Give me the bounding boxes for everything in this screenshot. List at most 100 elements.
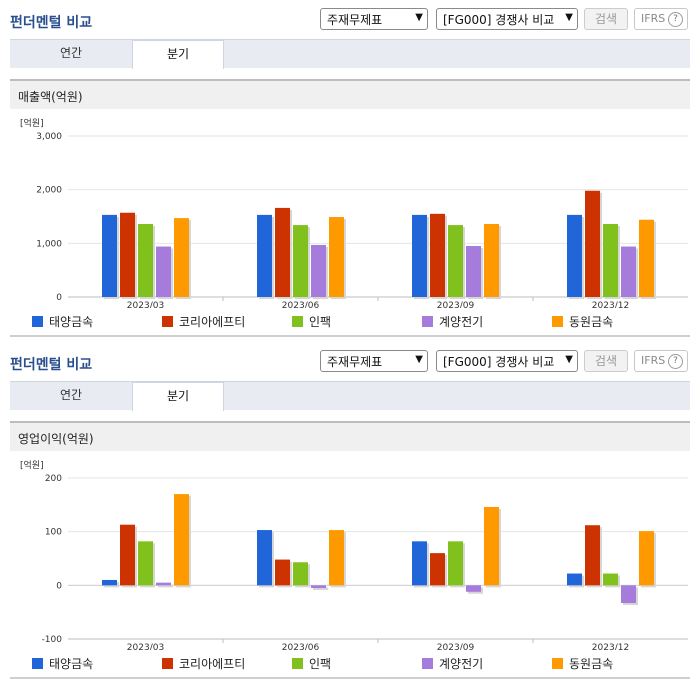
- bar-shadow: [158, 584, 173, 588]
- divider: [10, 677, 690, 679]
- ifrs-label: IFRS: [641, 12, 666, 25]
- bar: [567, 214, 582, 297]
- legend-item[interactable]: 인팩: [292, 655, 331, 672]
- period-tabs: 연간 분기: [10, 381, 690, 411]
- compare-select-value: [FG000] 경쟁사 비교: [443, 355, 555, 369]
- y-tick-label: 3,000: [36, 132, 62, 142]
- panel-header: 펀더멘털 비교 주재무제표 ▼ [FG000] 경쟁사 비교 ▼ 검색 IFRS…: [0, 342, 696, 380]
- legend-item[interactable]: 태양금속: [32, 655, 93, 672]
- bar: [621, 585, 636, 604]
- bar: [329, 530, 344, 586]
- legend-item[interactable]: 인팩: [292, 313, 331, 330]
- bar: [484, 224, 499, 297]
- search-button[interactable]: 검색: [584, 8, 628, 30]
- indicator-select-value: 주재무제표: [327, 355, 383, 369]
- ifrs-button[interactable]: IFRS ?: [634, 350, 688, 372]
- chart-legend: 태양금속 코리아에프티 인팩 계양전기 동원금속: [10, 655, 690, 675]
- chart-section-header: 영업이익(억원): [10, 421, 690, 451]
- chevron-down-icon: ▼: [415, 12, 423, 23]
- bar: [174, 218, 189, 297]
- unit-label: [억원]: [20, 459, 44, 471]
- legend-item[interactable]: 코리아에프티: [162, 313, 245, 330]
- bar: [174, 494, 189, 586]
- x-tick-label: 2023/06: [282, 301, 320, 308]
- bar: [257, 530, 272, 586]
- legend-item[interactable]: 태양금속: [32, 313, 93, 330]
- legend-label: 태양금속: [49, 315, 94, 329]
- x-tick-label: 2023/03: [127, 643, 164, 650]
- bar: [621, 246, 636, 297]
- bar: [293, 225, 308, 297]
- y-tick-label: 1,000: [36, 239, 62, 249]
- bar: [639, 531, 654, 586]
- bar: [156, 582, 171, 586]
- bar: [120, 524, 135, 586]
- legend-swatch: [162, 316, 173, 327]
- operating-profit-bar-chart: [억원] -100 0 100 200 2023/03 2023/06 2023/09 2023…: [20, 459, 688, 650]
- legend-item[interactable]: 동원금속: [552, 655, 613, 672]
- legend-label: 계양전기: [439, 315, 484, 329]
- legend-swatch: [162, 658, 173, 669]
- tab-annual[interactable]: 연간: [59, 388, 83, 402]
- chart-legend: 태양금속 코리아에프티 인팩 계양전기 동원금속: [10, 313, 690, 333]
- bar: [567, 573, 582, 586]
- legend-label: 코리아에프티: [179, 657, 246, 671]
- bar: [311, 244, 326, 297]
- panel-title: 펀더멘털 비교: [10, 357, 93, 373]
- bar: [138, 224, 153, 297]
- compare-select[interactable]: [FG000] 경쟁사 비교 ▼: [436, 350, 578, 372]
- bar: [585, 190, 600, 297]
- bar: [448, 541, 463, 586]
- bar: [293, 562, 308, 586]
- bar: [484, 506, 499, 586]
- legend-swatch: [422, 316, 433, 327]
- tab-annual[interactable]: 연간: [59, 46, 83, 60]
- compare-select[interactable]: [FG000] 경쟁사 비교 ▼: [436, 8, 578, 30]
- legend-item[interactable]: 동원금속: [552, 313, 613, 330]
- bar: [329, 217, 344, 297]
- legend-label: 태양금속: [49, 657, 94, 671]
- legend-swatch: [552, 658, 563, 669]
- panel-header: 펀더멘털 비교 주재무제표 ▼ [FG000] 경쟁사 비교 ▼ 검색 IFRS…: [0, 0, 696, 38]
- y-tick-label: 2,000: [36, 186, 62, 196]
- x-tick-label: 2023/09: [437, 301, 475, 308]
- x-tick-label: 2023/09: [437, 643, 475, 650]
- bar: [102, 214, 117, 297]
- period-tabs: 연간 분기: [10, 39, 690, 69]
- unit-label: [억원]: [20, 117, 44, 129]
- indicator-select[interactable]: 주재무제표 ▼: [320, 350, 428, 372]
- bar: [466, 246, 481, 297]
- help-icon[interactable]: ?: [668, 354, 683, 369]
- legend-label: 인팩: [309, 657, 332, 671]
- chevron-down-icon: ▼: [565, 354, 573, 365]
- legend-item[interactable]: 코리아에프티: [162, 655, 245, 672]
- legend-item[interactable]: 계양전기: [422, 655, 483, 672]
- legend-swatch: [292, 658, 303, 669]
- bar: [430, 553, 445, 586]
- legend-label: 인팩: [309, 315, 332, 329]
- tab-quarterly[interactable]: 분기: [132, 40, 224, 69]
- legend-item[interactable]: 계양전기: [422, 313, 483, 330]
- legend-swatch: [552, 316, 563, 327]
- bar-shadow: [313, 587, 328, 591]
- tab-quarterly[interactable]: 분기: [132, 382, 224, 411]
- legend-swatch: [422, 658, 433, 669]
- chart-section-header: 매출액(억원): [10, 79, 690, 109]
- search-button[interactable]: 검색: [584, 350, 628, 372]
- bar: [138, 541, 153, 586]
- bar: [311, 585, 326, 589]
- legend-label: 코리아에프티: [179, 315, 246, 329]
- legend-label: 동원금속: [569, 315, 614, 329]
- indicator-select[interactable]: 주재무제표 ▼: [320, 8, 428, 30]
- bar: [412, 541, 427, 586]
- x-tick-label: 2023/03: [127, 301, 164, 308]
- bar: [585, 525, 600, 586]
- x-tick-label: 2023/12: [592, 643, 629, 650]
- chart-title: 매출액(억원): [18, 90, 83, 104]
- bar: [102, 579, 117, 586]
- help-icon[interactable]: ?: [668, 12, 683, 27]
- y-tick-label: 200: [45, 474, 62, 484]
- ifrs-button[interactable]: IFRS ?: [634, 8, 688, 30]
- chevron-down-icon: ▼: [565, 12, 573, 23]
- y-tick-label: -100: [42, 635, 63, 645]
